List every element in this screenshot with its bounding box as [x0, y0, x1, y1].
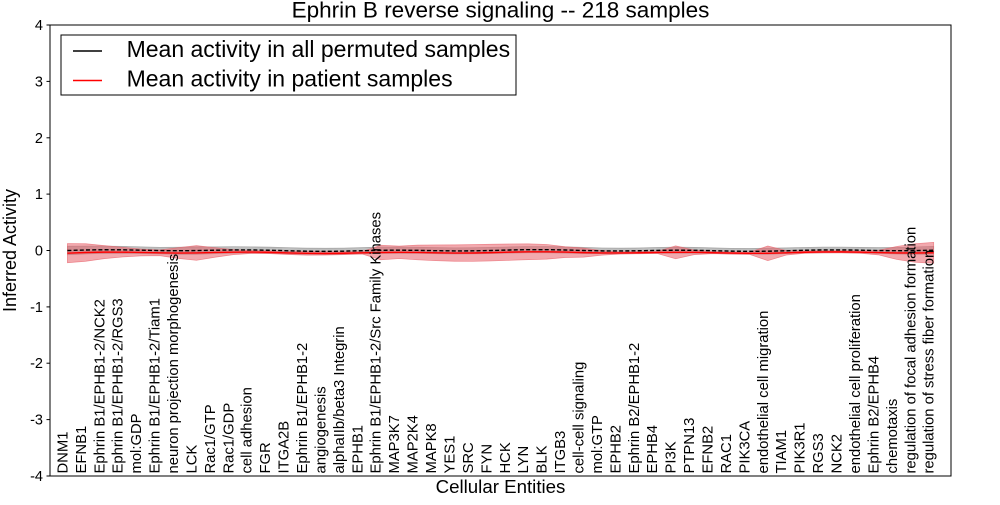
svg-text:1: 1: [35, 187, 43, 203]
svg-text:endothelial cell proliferation: endothelial cell proliferation: [848, 294, 864, 473]
svg-text:LYN: LYN: [516, 446, 532, 474]
svg-text:EPHB1: EPHB1: [350, 425, 366, 474]
svg-text:NCK2: NCK2: [830, 434, 846, 473]
svg-text:Rac1/GTP: Rac1/GTP: [203, 404, 219, 473]
svg-text:EFNB1: EFNB1: [74, 426, 90, 474]
svg-text:ITGB3: ITGB3: [553, 431, 569, 474]
svg-text:YES1: YES1: [443, 436, 459, 474]
svg-text:BLK: BLK: [535, 445, 551, 473]
svg-text:Inferred Activity: Inferred Activity: [0, 189, 20, 312]
svg-text:EFNB2: EFNB2: [701, 426, 717, 474]
svg-text:Ephrin B2/EPHB1-2: Ephrin B2/EPHB1-2: [627, 343, 643, 474]
svg-text:DNM1: DNM1: [55, 432, 71, 474]
svg-text:3: 3: [35, 74, 43, 90]
svg-text:Ephrin B1/EPHB1-2/Src Family K: Ephrin B1/EPHB1-2/Src Family Kinases: [369, 212, 385, 474]
svg-text:PIK3CA: PIK3CA: [737, 421, 753, 474]
svg-text:Ephrin B1/EPHB1-2: Ephrin B1/EPHB1-2: [295, 343, 311, 474]
svg-text:LCK: LCK: [184, 445, 200, 474]
svg-text:Ephrin B1/EPHB1-2/RGS3: Ephrin B1/EPHB1-2/RGS3: [111, 298, 127, 473]
svg-text:neuron projection morphogenesi: neuron projection morphogenesis: [166, 254, 182, 474]
svg-text:HCK: HCK: [498, 442, 514, 473]
svg-text:0: 0: [35, 244, 43, 260]
svg-text:FYN: FYN: [479, 444, 495, 474]
svg-text:chemotaxis: chemotaxis: [885, 399, 901, 474]
svg-text:Ephrin B1/EPHB1-2/Tiam1: Ephrin B1/EPHB1-2/Tiam1: [148, 298, 164, 473]
svg-text:mol:GDP: mol:GDP: [129, 413, 145, 473]
svg-text:MAP3K7: MAP3K7: [387, 415, 403, 473]
svg-text:MAP2K4: MAP2K4: [406, 415, 422, 473]
svg-text:2: 2: [35, 131, 43, 147]
svg-text:endothelial cell migration: endothelial cell migration: [756, 311, 772, 474]
svg-text:PI3K: PI3K: [664, 441, 680, 473]
svg-text:Ephrin B reverse signaling --: Ephrin B reverse signaling -- 218 sample…: [292, 0, 710, 23]
svg-text:-4: -4: [30, 469, 43, 485]
svg-text:EPHB4: EPHB4: [645, 425, 661, 474]
svg-text:SRC: SRC: [461, 442, 477, 474]
svg-text:Rac1/GDP: Rac1/GDP: [221, 403, 237, 474]
svg-text:ITGA2B: ITGA2B: [277, 421, 293, 474]
svg-text:alphaIIb/beta3 Integrin: alphaIIb/beta3 Integrin: [332, 326, 348, 473]
svg-text:EPHB2: EPHB2: [608, 425, 624, 474]
svg-text:-2: -2: [30, 356, 43, 372]
svg-text:mol:GTP: mol:GTP: [590, 415, 606, 474]
svg-text:Cellular Entities: Cellular Entities: [436, 476, 566, 497]
svg-text:angiogenesis: angiogenesis: [313, 386, 329, 473]
svg-text:Mean activity in patient sampl: Mean activity in patient samples: [127, 66, 453, 92]
svg-text:regulation of focal adhesion f: regulation of focal adhesion formation: [903, 227, 919, 474]
svg-text:MAPK8: MAPK8: [424, 423, 440, 473]
svg-text:Ephrin B1/EPHB1-2/NCK2: Ephrin B1/EPHB1-2/NCK2: [92, 299, 108, 473]
svg-text:FGR: FGR: [258, 442, 274, 473]
svg-text:PTPN13: PTPN13: [682, 418, 698, 474]
svg-text:Ephrin B2/EPHB4: Ephrin B2/EPHB4: [866, 356, 882, 474]
svg-text:4: 4: [35, 18, 43, 34]
svg-text:cell-cell signaling: cell-cell signaling: [572, 362, 588, 474]
svg-text:Mean activity in all permuted: Mean activity in all permuted samples: [127, 36, 511, 62]
svg-text:RGS3: RGS3: [811, 433, 827, 473]
svg-text:PIK3R1: PIK3R1: [793, 423, 809, 474]
svg-text:-3: -3: [30, 413, 43, 429]
svg-text:TIAM1: TIAM1: [774, 430, 790, 474]
svg-text:regulation of stress fiber for: regulation of stress fiber formation: [922, 250, 938, 474]
svg-text:-1: -1: [30, 300, 43, 316]
svg-text:cell adhesion: cell adhesion: [240, 387, 256, 473]
svg-text:RAC1: RAC1: [719, 434, 735, 473]
